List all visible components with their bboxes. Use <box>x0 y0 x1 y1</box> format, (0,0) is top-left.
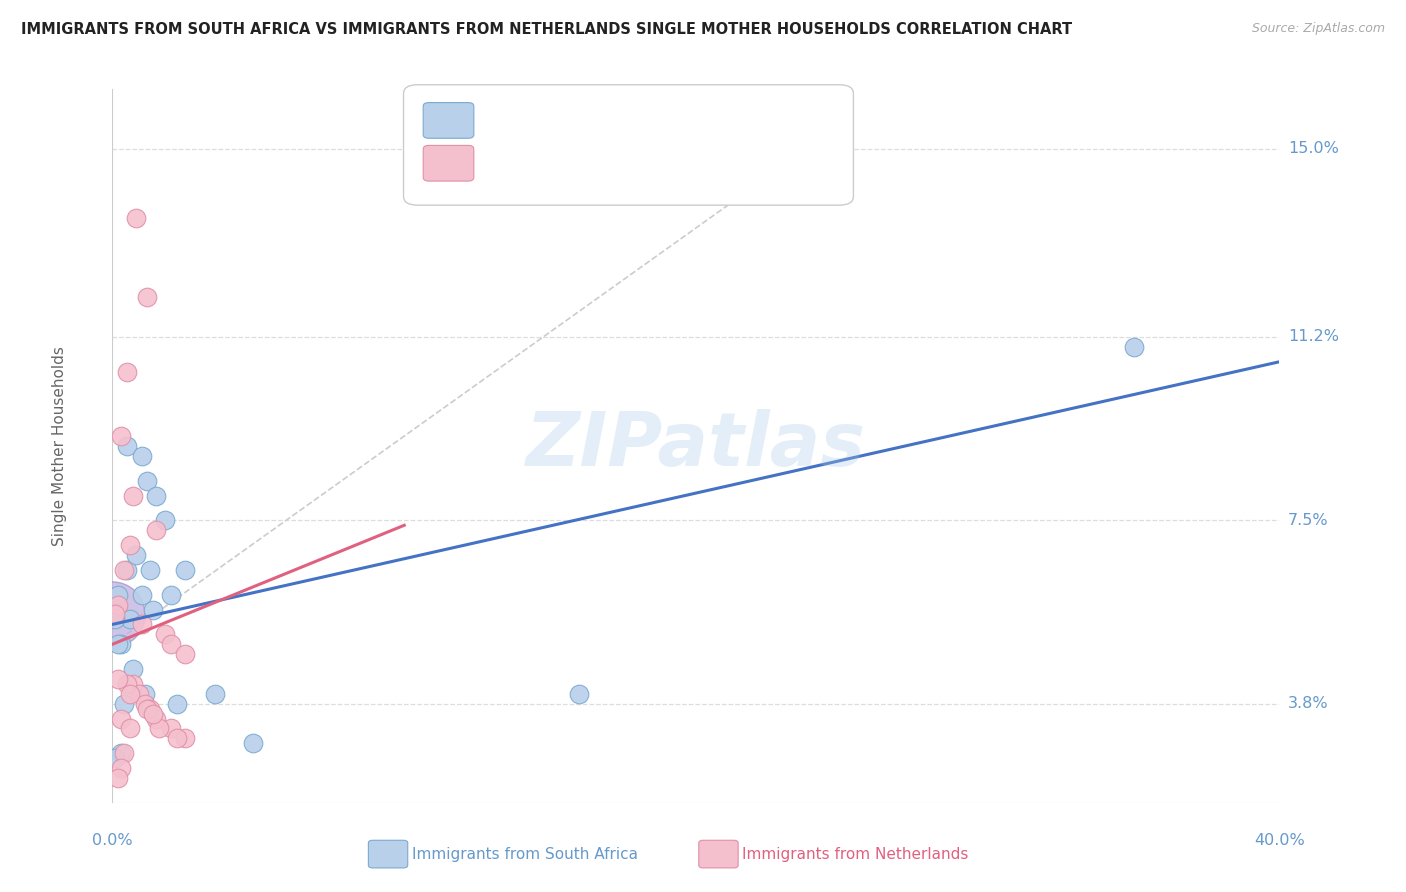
Point <box>145 523 167 537</box>
Point <box>242 736 264 750</box>
Point <box>136 290 159 304</box>
Point <box>115 439 138 453</box>
Point <box>153 513 176 527</box>
Point <box>115 365 138 379</box>
Point <box>166 731 188 746</box>
Point <box>110 712 132 726</box>
Point <box>110 429 132 443</box>
Point <box>174 563 197 577</box>
Point <box>125 548 148 562</box>
Point <box>107 588 129 602</box>
Point <box>136 474 159 488</box>
Point <box>115 677 138 691</box>
Point <box>107 672 129 686</box>
Text: 3.8%: 3.8% <box>1288 696 1329 711</box>
Point <box>104 751 127 765</box>
Point <box>131 449 153 463</box>
Point <box>142 602 165 616</box>
Text: Immigrants from South Africa: Immigrants from South Africa <box>412 847 638 862</box>
Point <box>122 662 145 676</box>
Point <box>107 637 129 651</box>
Text: IMMIGRANTS FROM SOUTH AFRICA VS IMMIGRANTS FROM NETHERLANDS SINGLE MOTHER HOUSEH: IMMIGRANTS FROM SOUTH AFRICA VS IMMIGRAN… <box>21 22 1073 37</box>
Text: 7.5%: 7.5% <box>1288 513 1329 528</box>
Point <box>153 627 176 641</box>
Point <box>112 563 135 577</box>
Text: N =: N = <box>589 112 637 129</box>
Point <box>568 687 591 701</box>
Text: 11.2%: 11.2% <box>1288 329 1339 344</box>
Point <box>174 731 197 746</box>
Point <box>107 598 129 612</box>
Point <box>118 687 141 701</box>
Point <box>160 722 183 736</box>
Text: 27: 27 <box>643 112 664 129</box>
Point <box>174 647 197 661</box>
Point <box>112 746 135 760</box>
Point <box>142 706 165 721</box>
Point <box>110 746 132 760</box>
Point <box>110 637 132 651</box>
Point <box>134 687 156 701</box>
Text: 15.0%: 15.0% <box>1288 141 1339 156</box>
Point <box>131 588 153 602</box>
Text: Immigrants from Netherlands: Immigrants from Netherlands <box>742 847 969 862</box>
Point <box>128 687 150 701</box>
Point <box>134 697 156 711</box>
Text: R =: R = <box>485 154 522 172</box>
Point <box>115 563 138 577</box>
Point <box>122 489 145 503</box>
Point <box>118 612 141 626</box>
Point <box>110 761 132 775</box>
Point <box>160 637 183 651</box>
Point <box>145 712 167 726</box>
Point <box>131 617 153 632</box>
Text: N =: N = <box>589 154 637 172</box>
Text: 0.234: 0.234 <box>527 154 575 172</box>
Point <box>107 771 129 785</box>
Point <box>125 211 148 225</box>
Point <box>166 697 188 711</box>
Point <box>101 607 124 622</box>
Point <box>118 538 141 552</box>
Point <box>104 612 127 626</box>
Point <box>104 607 127 622</box>
Point <box>1122 340 1144 354</box>
Text: Source: ZipAtlas.com: Source: ZipAtlas.com <box>1251 22 1385 36</box>
Point <box>118 722 141 736</box>
Point <box>112 697 135 711</box>
Point <box>204 687 226 701</box>
Point <box>136 701 159 715</box>
Point <box>145 489 167 503</box>
Text: Single Mother Households: Single Mother Households <box>52 346 67 546</box>
Point <box>148 722 170 736</box>
Text: ZIPatlas: ZIPatlas <box>526 409 866 483</box>
Point <box>139 701 162 715</box>
Point <box>139 563 162 577</box>
Text: R =: R = <box>485 112 522 129</box>
Point <box>160 588 183 602</box>
Text: 0.0%: 0.0% <box>93 833 132 848</box>
Text: 0.296: 0.296 <box>527 112 575 129</box>
Text: 40.0%: 40.0% <box>1254 833 1305 848</box>
Point <box>122 677 145 691</box>
Text: 33: 33 <box>643 154 664 172</box>
